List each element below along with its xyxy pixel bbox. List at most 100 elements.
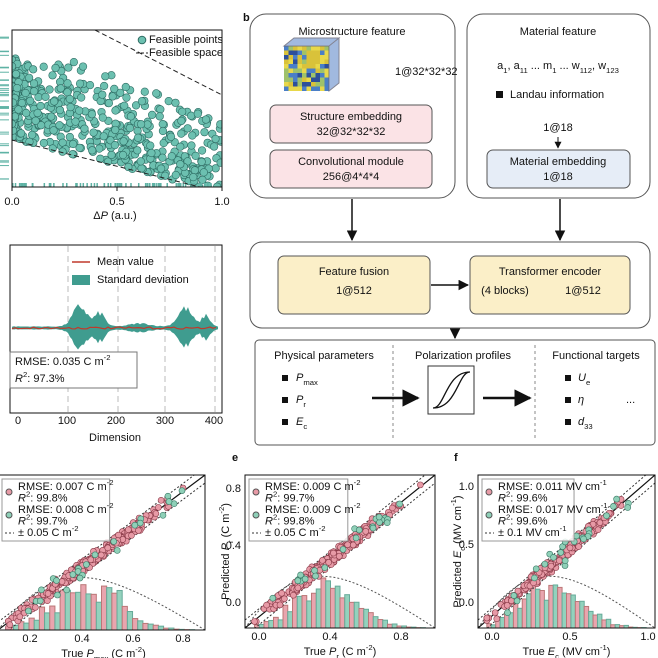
cube-cell bbox=[311, 64, 316, 69]
rug bbox=[0, 131, 9, 133]
point bbox=[383, 519, 391, 527]
hist-bar bbox=[106, 587, 113, 630]
cube-cell bbox=[311, 68, 316, 73]
point bbox=[491, 609, 499, 616]
y-tick-label: 0.0 bbox=[459, 597, 474, 609]
hist-bar bbox=[282, 604, 289, 628]
module-size: (4 blocks) bbox=[481, 285, 529, 297]
hist-bar bbox=[605, 618, 612, 628]
rug bbox=[0, 67, 9, 69]
text-part: -2 bbox=[107, 501, 114, 510]
text-part: 2 bbox=[506, 512, 510, 521]
cube-cell bbox=[302, 59, 307, 64]
cube-cell bbox=[297, 73, 302, 78]
legend-text: Feasible points bbox=[149, 34, 223, 46]
cube-cell bbox=[306, 82, 311, 87]
point bbox=[78, 62, 88, 71]
hist-bar bbox=[358, 607, 365, 628]
axes-box bbox=[477, 474, 656, 629]
hist-bar bbox=[517, 607, 523, 628]
point bbox=[352, 534, 360, 542]
hist-bar bbox=[292, 595, 298, 628]
rug bbox=[18, 183, 21, 187]
hist-bar bbox=[301, 595, 308, 628]
module-size: 1@512 bbox=[336, 285, 372, 297]
band bbox=[0, 475, 196, 622]
rug bbox=[23, 183, 25, 187]
hist-bar bbox=[344, 594, 350, 628]
cube-cell bbox=[288, 50, 293, 55]
hist-bar bbox=[64, 589, 71, 630]
rug bbox=[79, 183, 82, 187]
rug bbox=[0, 106, 9, 108]
cube-cell bbox=[306, 46, 311, 51]
rug bbox=[0, 106, 9, 108]
hist-bar bbox=[387, 623, 393, 628]
stats-text: RMSE: 0.011 MV cm-1 bbox=[498, 478, 607, 493]
point bbox=[158, 119, 167, 129]
hist-bar bbox=[85, 593, 92, 630]
text-part: : 99.7% bbox=[277, 492, 315, 504]
cube-cell bbox=[311, 59, 316, 64]
text-part: max bbox=[303, 378, 318, 387]
module-size: 1@512 bbox=[565, 285, 601, 297]
stats-text: R2: 99.6% bbox=[498, 489, 548, 504]
section-title: Physical parameters bbox=[274, 350, 374, 362]
rug bbox=[151, 183, 154, 187]
cube-cell bbox=[315, 59, 320, 64]
panel-label: f bbox=[454, 452, 458, 464]
hist-bar bbox=[325, 580, 331, 628]
cube-cell bbox=[284, 46, 289, 51]
cube-cell bbox=[324, 59, 329, 64]
point bbox=[610, 503, 617, 510]
cube-cell bbox=[306, 86, 311, 91]
hist-bar bbox=[152, 624, 159, 630]
rug bbox=[0, 85, 9, 87]
cube-cell bbox=[297, 46, 302, 51]
text-part: (C m bbox=[339, 646, 366, 658]
x-axis-label: True Ec (MV cm-1) bbox=[523, 643, 611, 658]
module-title: Structure embedding bbox=[300, 111, 402, 123]
stats-text: RMSE: 0.009 C m-2 bbox=[265, 501, 360, 516]
stats-text: ± 0.05 C m-2 bbox=[265, 524, 326, 539]
point bbox=[171, 170, 180, 180]
point bbox=[325, 559, 332, 566]
legend-marker bbox=[5, 511, 13, 519]
text-part: , a bbox=[508, 60, 521, 72]
rug bbox=[184, 183, 187, 187]
point bbox=[167, 152, 176, 161]
cube-cell bbox=[324, 50, 329, 55]
module-box bbox=[469, 255, 631, 315]
module-title: Feature fusion bbox=[319, 266, 389, 278]
point bbox=[99, 132, 108, 141]
rug bbox=[158, 183, 160, 187]
point bbox=[297, 571, 304, 579]
cube-cell bbox=[320, 73, 325, 78]
cube-cell bbox=[297, 55, 302, 60]
legend-text: Standard deviation bbox=[97, 274, 189, 286]
hist-bar bbox=[614, 624, 621, 628]
point bbox=[187, 141, 196, 150]
cube-cell bbox=[288, 68, 293, 73]
x-tick-label: 400 bbox=[205, 415, 223, 427]
hist-bar bbox=[543, 599, 550, 628]
point bbox=[87, 110, 97, 119]
point bbox=[483, 614, 491, 622]
box-title: Material feature bbox=[520, 26, 596, 38]
hist-bar bbox=[548, 584, 554, 628]
rug bbox=[159, 183, 162, 187]
rug bbox=[0, 66, 9, 68]
text-part: R bbox=[15, 373, 23, 385]
text-part: -2 bbox=[72, 524, 79, 533]
y-tick-label: 1.0 bbox=[459, 481, 474, 493]
rug bbox=[62, 183, 64, 187]
cube-cell bbox=[284, 59, 289, 64]
cube-edge bbox=[282, 36, 341, 93]
cube-cell bbox=[297, 86, 302, 91]
rug bbox=[0, 79, 9, 81]
point bbox=[12, 98, 18, 107]
module-box bbox=[269, 104, 433, 144]
hist-bar bbox=[353, 601, 360, 628]
text-part: 2 bbox=[23, 370, 27, 379]
point bbox=[281, 595, 288, 603]
